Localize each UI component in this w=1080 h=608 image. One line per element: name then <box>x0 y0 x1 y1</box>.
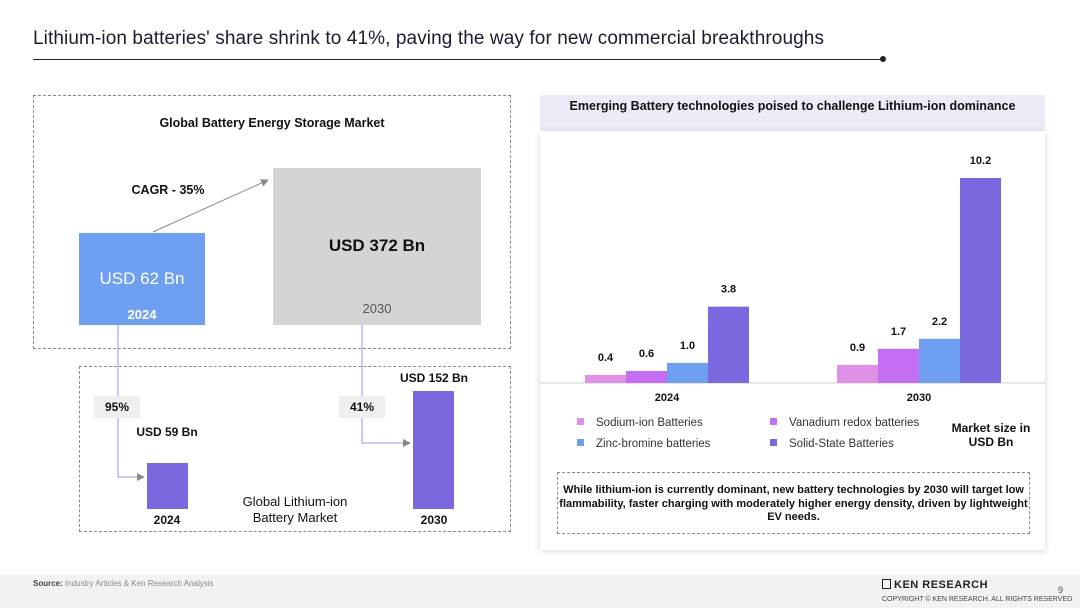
slide-title: Lithium-ion batteries' share shrink to 4… <box>33 28 825 49</box>
value-label-solidstate-2024: 3.8 <box>721 284 736 296</box>
legend-item-sodium: Sodium-ion Batteries <box>577 417 703 429</box>
x-tick-2024: 2024 <box>655 392 680 404</box>
source-line: Source: Industry Articles & Ken Research… <box>33 579 214 588</box>
storage-market-frame <box>33 95 511 349</box>
value-label-solidstate-2030: 10.2 <box>970 155 991 167</box>
bar-zincbromine-2030 <box>919 338 960 383</box>
bar-solidstate-2030 <box>960 178 1001 383</box>
legend-label-sodium: Sodium-ion Batteries <box>596 417 703 429</box>
bar-vanadium-2024 <box>626 370 667 383</box>
market-2030-value: USD 372 Bn <box>328 236 426 255</box>
title-divider-dot <box>880 56 886 62</box>
cagr-label: CAGR - 35% <box>131 183 205 197</box>
source-text: Industry Articles & Ken Research Analysi… <box>65 579 214 588</box>
li-bar-2024 <box>147 463 188 509</box>
li-bar-2030 <box>413 391 454 509</box>
emerging-battery-chart: 0.4 0.6 1.0 3.8 2024 0.9 1.7 2.2 10.2 2030 <box>540 155 1045 404</box>
value-label-zincbromine-2030: 2.2 <box>932 316 947 328</box>
ken-research-logo-icon <box>882 579 891 589</box>
market-2024-box: USD 62 Bn 2024 <box>79 233 205 325</box>
value-label-sodiumion-2030: 0.9 <box>850 342 865 354</box>
legend-item-zinc: Zinc-bromine batteries <box>577 438 710 450</box>
share-2024-tag: 95% <box>94 396 140 418</box>
bar-sodiumion-2024 <box>585 374 626 383</box>
li-2024-year: 2024 <box>153 513 181 527</box>
value-label-zincbromine-2024: 1.0 <box>680 340 695 352</box>
insight-note: While lithium-ion is currently dominant,… <box>557 472 1030 534</box>
bar-vanadium-2030 <box>878 348 919 383</box>
bar-sodiumion-2030 <box>837 364 878 383</box>
value-label-sodiumion-2024: 0.4 <box>598 352 614 364</box>
legend-label-zinc: Zinc-bromine batteries <box>596 438 711 450</box>
legend-swatch-vanadium <box>770 418 777 425</box>
legend-swatch-solid-state <box>770 439 777 446</box>
value-label-vanadium-2030: 1.7 <box>891 326 906 338</box>
cagr-arrow <box>152 179 269 233</box>
connector-2024 <box>117 325 145 481</box>
legend-item-vanadium: Vanadium redox batteries <box>770 417 919 429</box>
bar-zincbromine-2024 <box>667 362 708 383</box>
share-2030-tag: 41% <box>339 396 385 418</box>
li-market-frame <box>79 366 511 532</box>
copyright: COPYRIGHT © KEN RESEARCH. ALL RIGHTS RES… <box>882 596 1073 603</box>
li-market-title: Global Lithium-ion Battery Market <box>242 494 348 525</box>
storage-market-title: Global Battery Energy Storage Market <box>159 116 385 130</box>
market-2030-year: 2030 <box>362 301 392 316</box>
li-2030-year: 2030 <box>420 513 448 527</box>
li-2030-value: USD 152 Bn <box>399 371 469 385</box>
connector-2030 <box>361 325 411 447</box>
market-2024-value: USD 62 Bn <box>99 269 185 288</box>
footer-bar <box>0 575 1080 608</box>
chart-title: Emerging Battery technologies poised to … <box>540 95 1045 131</box>
bar-solidstate-2024 <box>708 306 749 383</box>
legend-label-solid-state: Solid-State Batteries <box>789 438 894 450</box>
x-tick-2030: 2030 <box>907 392 931 404</box>
legend-item-solid-state: Solid-State Batteries <box>770 438 894 450</box>
legend-label-vanadium: Vanadium redox batteries <box>789 417 920 429</box>
legend-swatch-sodium <box>577 418 584 425</box>
page-number: 9 <box>1058 585 1064 595</box>
market-2024-year: 2024 <box>127 307 157 322</box>
market-2030-box: USD 372 Bn 2030 <box>273 168 481 325</box>
title-divider <box>33 59 883 60</box>
brand: KEN RESEARCH <box>882 579 988 591</box>
value-label-vanadium-2024: 0.6 <box>639 348 654 360</box>
brand-name: KEN RESEARCH <box>894 579 989 591</box>
legend-swatch-zinc <box>577 439 584 446</box>
source-label: Source: <box>33 579 63 588</box>
y-axis-unit-label: Market size in USD Bn <box>951 421 1031 449</box>
li-2024-value: USD 59 Bn <box>136 425 198 439</box>
